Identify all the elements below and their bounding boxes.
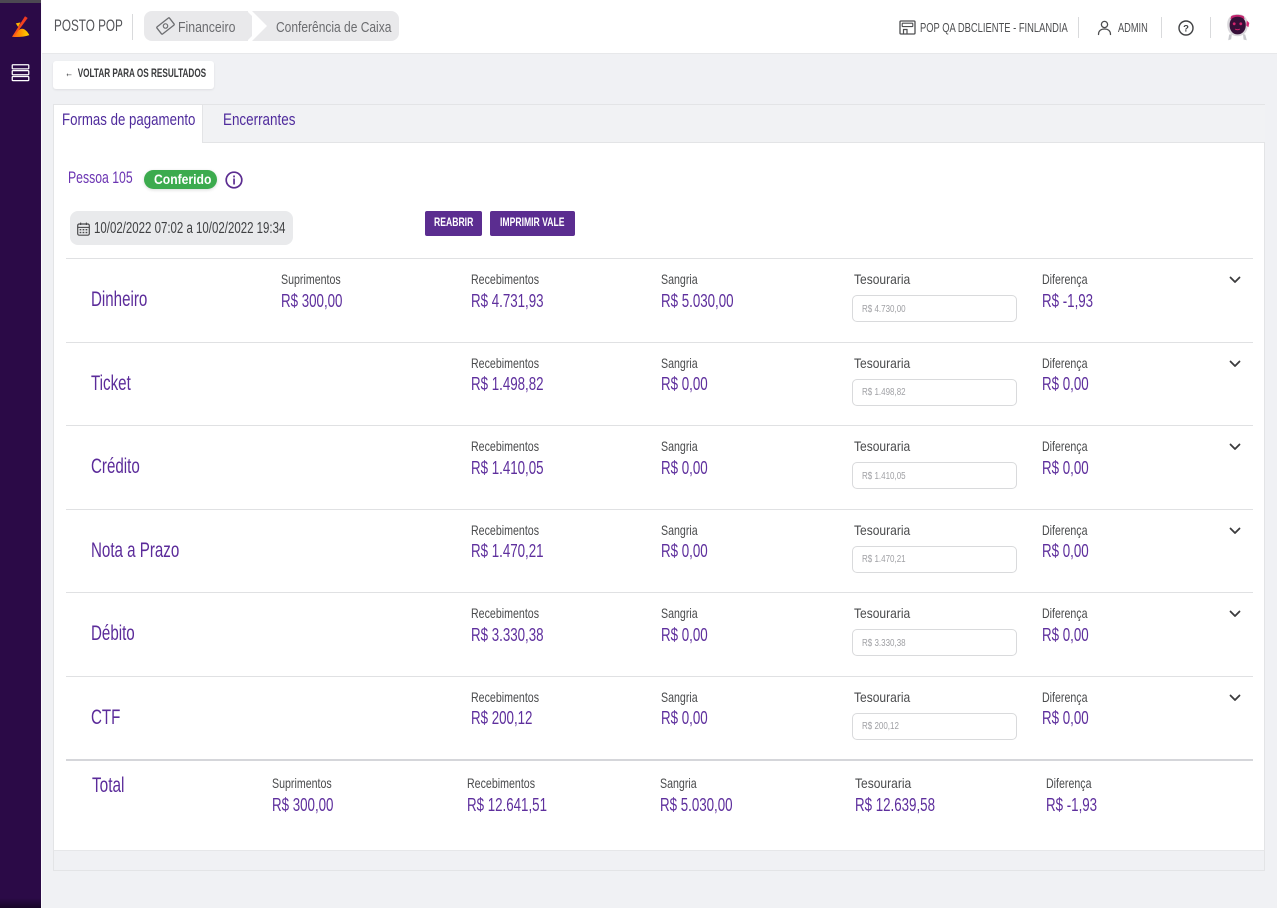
svg-text:?: ?: [1183, 23, 1189, 34]
